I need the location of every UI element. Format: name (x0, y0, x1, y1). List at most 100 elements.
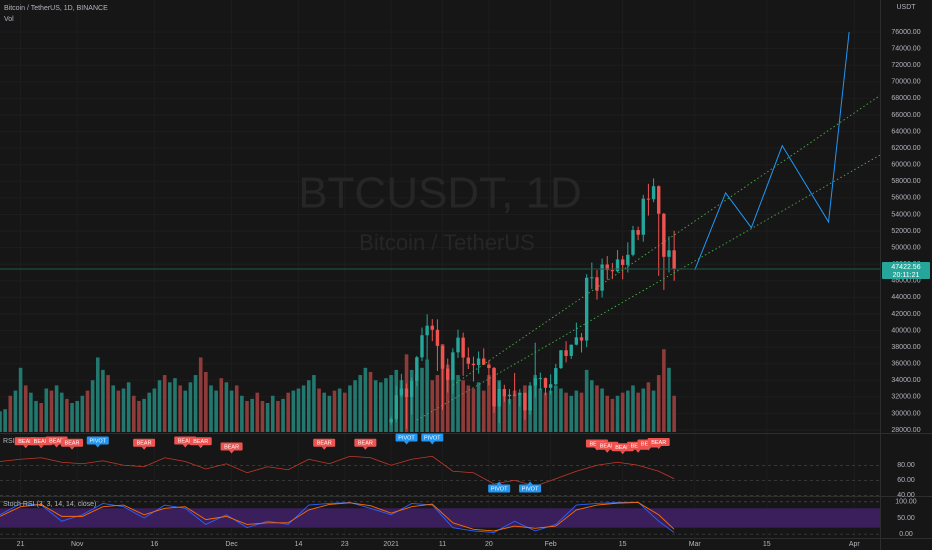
y-tick-label: 0.00 (899, 531, 913, 538)
volume-bar (126, 382, 131, 432)
volume-bar (3, 409, 7, 432)
candle-body (420, 335, 424, 358)
x-tick-label: Mar (689, 541, 702, 548)
candle-body (476, 358, 481, 366)
annotation-label: PIVOT (522, 486, 539, 492)
candle-body (641, 198, 645, 235)
last-price-label: 47422.56 (891, 264, 920, 271)
y-tick-label: 50.00 (897, 515, 915, 522)
candle-body (425, 325, 429, 336)
annotation-label: BEAR (317, 441, 332, 447)
volume-bar (327, 395, 332, 432)
volume-bar (116, 390, 121, 432)
volume-bar (276, 400, 280, 432)
y-tick-label: 34000.00 (891, 377, 920, 384)
volume-bar (430, 380, 435, 432)
volume-bar (70, 403, 74, 432)
volume-bar (481, 390, 486, 432)
volume-bar (18, 367, 23, 432)
price-pane (0, 32, 880, 432)
volume-bar (379, 382, 383, 432)
volume-bar (34, 400, 38, 432)
volume-bar (296, 388, 301, 432)
volume-bar (23, 385, 28, 432)
volume-bar (631, 385, 635, 432)
volume-bar (173, 378, 177, 432)
volume-bar (538, 388, 543, 432)
candle-body (502, 388, 507, 397)
candle-body (497, 389, 501, 407)
x-tick-label: Nov (71, 541, 84, 548)
volume-bar (543, 392, 548, 432)
candle-body (430, 325, 434, 330)
candle-body (662, 213, 666, 257)
candle-body (672, 250, 676, 269)
channel-line (416, 154, 880, 421)
candle-body (595, 277, 599, 291)
candle-body (404, 388, 409, 397)
volume-bar (234, 385, 239, 432)
y-tick-label: 100.00 (895, 499, 917, 506)
y-tick-label: 64000.00 (891, 128, 920, 135)
candle-body (471, 363, 476, 366)
volume-bar (559, 388, 563, 432)
volume-bar (281, 398, 285, 432)
candle-body (631, 230, 635, 255)
volume-bar (240, 395, 244, 432)
y-tick-label: 50000.00 (891, 244, 920, 251)
y-tick-label: 68000.00 (891, 95, 920, 102)
volume-bar (13, 390, 18, 432)
y-tick-label: 56000.00 (891, 195, 920, 202)
volume-bar (147, 392, 152, 432)
candle-body (518, 392, 522, 395)
volume-bar (636, 392, 640, 432)
volume-bar (595, 385, 599, 432)
annotation-label: BEAR (651, 440, 666, 446)
volume-bar (358, 375, 363, 432)
volume-bar (399, 380, 404, 432)
y-tick-label: 80.00 (897, 462, 915, 469)
candle-body (657, 186, 661, 214)
volume-bar (342, 392, 347, 432)
x-tick-label: 21 (17, 541, 25, 548)
annotation-pointer (198, 445, 204, 449)
annotation-pointer (321, 446, 327, 450)
annotation-label: BEAR (615, 445, 630, 451)
volume-bar (168, 382, 172, 432)
annotation-pointer (141, 446, 147, 450)
candle-body (409, 380, 414, 397)
annotation-label: PIVOT (424, 435, 441, 441)
volume-bar (178, 385, 182, 432)
x-tick-label: 16 (150, 541, 158, 548)
annotation-pointer (656, 446, 662, 449)
annotation-pointer (527, 481, 533, 485)
volume-bar (250, 398, 254, 432)
y-tick-label: 46000.00 (891, 278, 920, 285)
annotation-label: BEAR (137, 441, 152, 447)
candle-body (512, 394, 517, 396)
watermark-symbol: BTCUSDT, 1D (298, 169, 582, 218)
volume-bar (435, 375, 440, 432)
candle-body (554, 368, 558, 385)
volume-bar (198, 357, 203, 432)
volume-bar (80, 395, 85, 432)
y-tick-label: 74000.00 (891, 46, 920, 53)
volume-bar (157, 380, 162, 432)
volume-bar (353, 380, 357, 432)
y-tick-label: 76000.00 (891, 29, 920, 36)
volume-bar (507, 398, 512, 432)
annotation-label: PIVOT (90, 438, 107, 444)
volume-bar (286, 392, 290, 432)
volume-bar (641, 388, 646, 432)
volume-bar (471, 388, 476, 432)
candle-body (461, 337, 465, 358)
stoch-pane (0, 501, 880, 535)
candle-body (548, 384, 553, 388)
candle-body (620, 259, 625, 265)
annotation-pointer (645, 447, 651, 451)
volume-bar (317, 388, 321, 432)
volume-bar (183, 390, 188, 432)
y-tick-label: 60.00 (897, 477, 915, 484)
volume-bar (373, 380, 378, 432)
candle-body (584, 277, 589, 341)
